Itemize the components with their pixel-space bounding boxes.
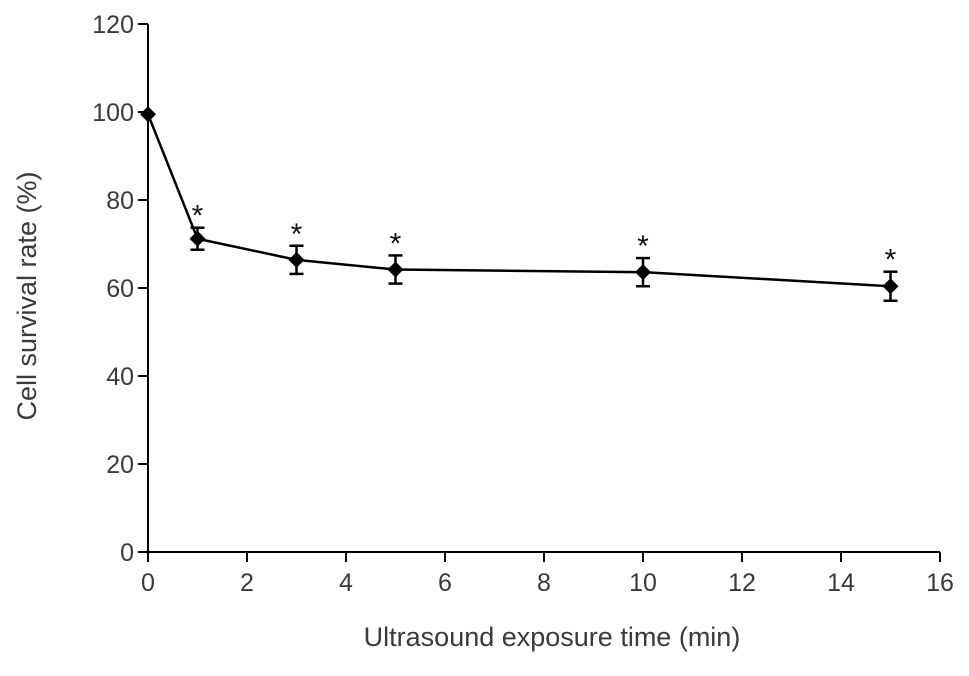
x-tick-label: 16 — [926, 569, 954, 597]
x-tick-label: 14 — [827, 569, 855, 597]
y-tick-label: 20 — [106, 451, 134, 479]
x-tick-label: 12 — [728, 569, 756, 597]
significance-marker: * — [885, 244, 897, 277]
significance-marker: * — [192, 200, 204, 233]
x-tick-label: 0 — [141, 569, 155, 597]
significance-marker: * — [291, 218, 303, 251]
significance-marker: * — [390, 227, 402, 260]
x-tick-label: 4 — [339, 569, 353, 597]
series-layer: * * * * * — [140, 106, 899, 303]
data-point-marker — [140, 106, 156, 123]
y-tick-label: 0 — [120, 539, 134, 567]
x-tick-label: 6 — [438, 569, 452, 597]
series-line — [146, 113, 891, 288]
data-point-marker — [635, 264, 651, 281]
x-tick-label: 2 — [240, 569, 254, 597]
y-ticks: 0 20 40 60 80 100 120 — [92, 11, 148, 567]
y-tick-label: 120 — [92, 11, 134, 39]
data-point-marker — [189, 230, 206, 247]
y-tick-label: 40 — [106, 363, 134, 391]
axes: 0 20 40 60 80 100 120 0 2 4 6 8 10 12 14 16 — [92, 11, 954, 597]
data-point-marker — [387, 261, 404, 278]
y-axis-title: Cell survival rate (%) — [12, 171, 42, 420]
y-tick-label: 60 — [106, 275, 134, 303]
data-point-marker — [288, 251, 305, 268]
y-tick-label: 80 — [106, 187, 134, 215]
x-tick-label: 10 — [629, 569, 657, 597]
x-tick-label: 8 — [537, 569, 551, 597]
significance-marker: * — [637, 230, 649, 263]
data-point-marker — [882, 278, 899, 295]
y-tick-label: 100 — [92, 99, 134, 127]
x-ticks: 0 2 4 6 8 10 12 14 16 — [141, 552, 954, 597]
x-axis-title: Ultrasound exposure time (min) — [364, 622, 741, 652]
